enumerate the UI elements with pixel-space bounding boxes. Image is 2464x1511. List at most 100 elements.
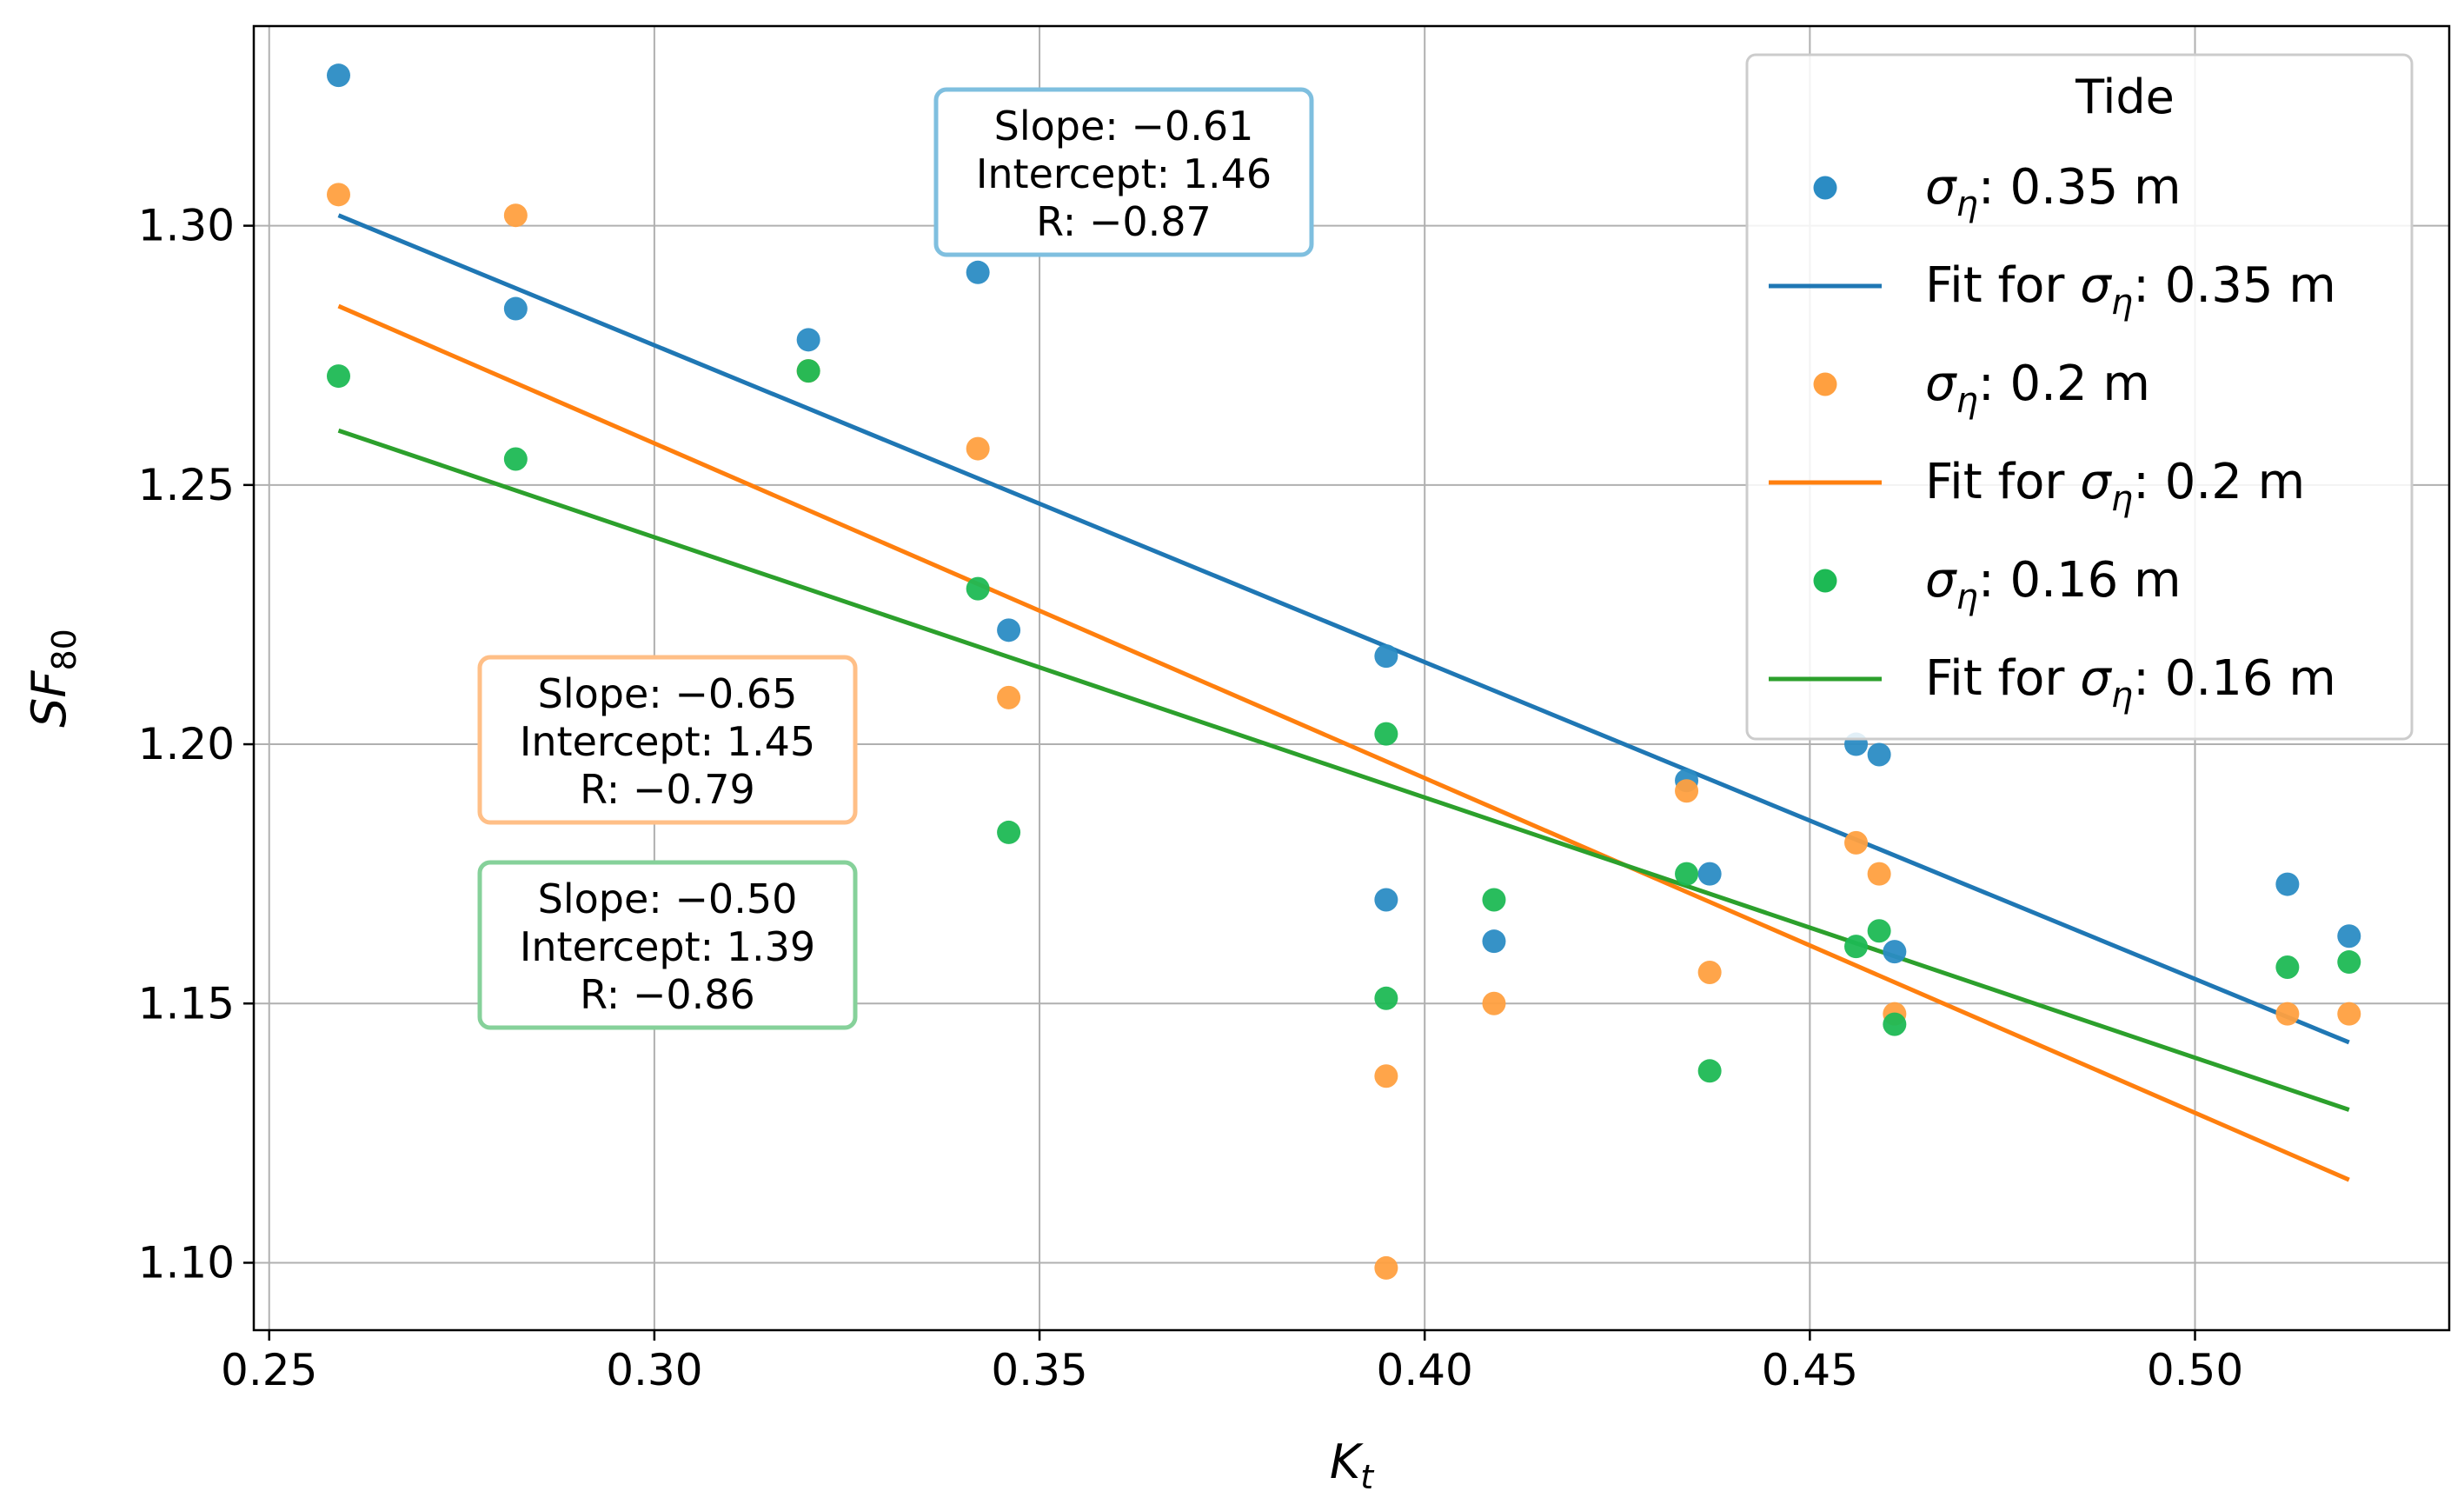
data-point-series-1-6 bbox=[1374, 1255, 1398, 1280]
axis-labels: Kt SF80 bbox=[22, 629, 1375, 1496]
data-point-series-2-13 bbox=[2275, 955, 2300, 980]
legend-label-suffix-1: : 0.35 m bbox=[2133, 257, 2336, 314]
data-point-series-2-7 bbox=[1482, 888, 1506, 912]
legend-label-sub-5: η bbox=[2111, 676, 2133, 716]
data-point-series-2-10 bbox=[1844, 935, 1869, 959]
data-point-series-1-1 bbox=[503, 203, 528, 228]
data-point-series-0-14 bbox=[2337, 924, 2361, 949]
data-point-series-0-13 bbox=[2275, 872, 2300, 896]
data-point-series-0-7 bbox=[1482, 929, 1506, 954]
data-point-series-2-5 bbox=[1374, 722, 1398, 746]
stats-line-1-2: R: −0.79 bbox=[580, 766, 755, 813]
y-tick-label-1: 1.15 bbox=[138, 978, 235, 1028]
x-tick-label-2: 0.35 bbox=[991, 1345, 1087, 1395]
x-tick-label-4: 0.45 bbox=[1762, 1345, 1858, 1395]
data-point-series-2-12 bbox=[1883, 1012, 1907, 1036]
x-axis-label: Kt bbox=[1330, 1434, 1375, 1496]
data-point-series-1-14 bbox=[2337, 1002, 2361, 1026]
stats-line-1-0: Slope: −0.65 bbox=[538, 670, 798, 717]
stats-line-2-0: Slope: −0.50 bbox=[538, 875, 798, 922]
legend-label-sub-4: η bbox=[1956, 577, 1978, 617]
legend-marker-4 bbox=[1813, 569, 1837, 593]
legend-label-0: ση: 0.35 m bbox=[1925, 159, 2182, 224]
y-tick-label-2: 1.20 bbox=[138, 719, 235, 769]
legend-label-sigma-1: σ bbox=[2080, 257, 2112, 314]
data-point-series-2-11 bbox=[1867, 919, 1891, 943]
data-point-series-2-8 bbox=[1675, 862, 1699, 886]
legend-label-5: Fit for ση: 0.16 m bbox=[1925, 650, 2336, 716]
legend-label-text-5: Fit for bbox=[1925, 650, 2080, 707]
stats-line-2-2: R: −0.86 bbox=[580, 971, 755, 1018]
legend-label-sub-2: η bbox=[1956, 381, 1978, 421]
x-axis-label-sub: t bbox=[1360, 1458, 1375, 1496]
data-point-series-1-4 bbox=[997, 685, 1021, 709]
stats-line-1-1: Intercept: 1.45 bbox=[520, 718, 815, 765]
data-point-series-1-7 bbox=[1482, 991, 1506, 1015]
y-axis-label-sub: 80 bbox=[45, 629, 83, 670]
data-points bbox=[326, 63, 2361, 1280]
fit-line-series-1 bbox=[337, 303, 2350, 1182]
legend-label-2: ση: 0.2 m bbox=[1925, 356, 2150, 421]
legend-label-4: ση: 0.16 m bbox=[1925, 552, 2182, 617]
legend-label-sigma-3: σ bbox=[2080, 454, 2112, 510]
legend-label-sigma-5: σ bbox=[2080, 650, 2112, 707]
plot-frame-rect bbox=[252, 24, 2451, 1332]
legend-label-suffix-3: : 0.2 m bbox=[2133, 454, 2305, 510]
data-point-series-0-3 bbox=[966, 260, 990, 284]
y-axis-label: SF80 bbox=[22, 629, 83, 728]
data-point-series-2-9 bbox=[1697, 1059, 1722, 1083]
data-point-series-1-3 bbox=[966, 436, 990, 461]
stats-box-frame-2 bbox=[477, 860, 858, 1030]
y-tick-label-4: 1.30 bbox=[138, 201, 235, 251]
legend-label-sigma-4: σ bbox=[1925, 552, 1957, 609]
legend-label-suffix-2: : 0.2 m bbox=[1978, 356, 2150, 412]
data-point-series-0-12 bbox=[1883, 940, 1907, 964]
y-axis-label-main: SF bbox=[22, 670, 76, 728]
data-point-series-0-2 bbox=[796, 328, 820, 352]
data-point-series-1-11 bbox=[1867, 862, 1891, 886]
data-point-series-2-3 bbox=[966, 576, 990, 601]
data-point-series-0-4 bbox=[997, 618, 1021, 642]
data-point-series-1-0 bbox=[326, 183, 350, 207]
legend-label-sub-0: η bbox=[1956, 184, 1978, 224]
data-point-series-0-11 bbox=[1867, 742, 1891, 767]
legend-frame bbox=[1745, 53, 2414, 741]
data-point-series-1-9 bbox=[1697, 960, 1722, 984]
data-point-series-1-10 bbox=[1844, 830, 1869, 855]
data-point-series-2-0 bbox=[326, 364, 350, 389]
legend-label-suffix-5: : 0.16 m bbox=[2133, 650, 2336, 707]
x-tick-label-5: 0.50 bbox=[2147, 1345, 2243, 1395]
data-point-series-0-5 bbox=[1374, 644, 1398, 669]
legend-title: Tide bbox=[2075, 70, 2175, 124]
legend-label-suffix-0: : 0.35 m bbox=[1978, 159, 2182, 216]
data-point-series-0-6 bbox=[1374, 888, 1398, 912]
data-point-series-1-5 bbox=[1374, 1064, 1398, 1088]
legend-label-3: Fit for ση: 0.2 m bbox=[1925, 454, 2305, 519]
axis-ticks: 0.25 0.30 0.35 0.40 0.45 0.50 1.10 1.15 1.20 1.25… bbox=[138, 201, 2244, 1395]
y-tick-label-3: 1.25 bbox=[138, 460, 235, 510]
data-point-series-2-6 bbox=[1374, 986, 1398, 1010]
fit-line-series-0 bbox=[337, 213, 2350, 1045]
y-tick-label-0: 1.10 bbox=[138, 1237, 235, 1288]
data-point-series-1-8 bbox=[1675, 779, 1699, 803]
data-point-series-2-2 bbox=[796, 359, 820, 383]
data-point-series-0-1 bbox=[503, 296, 528, 321]
legend-label-text-3: Fit for bbox=[1925, 454, 2080, 510]
x-tick-label-3: 0.40 bbox=[1377, 1345, 1473, 1395]
data-point-series-2-14 bbox=[2337, 950, 2361, 975]
data-point-series-0-9 bbox=[1697, 862, 1722, 886]
data-point-series-1-13 bbox=[2275, 1002, 2300, 1026]
fit-line-series-2 bbox=[337, 428, 2350, 1112]
data-point-series-0-0 bbox=[326, 63, 350, 88]
plot-frame bbox=[252, 24, 2451, 1332]
legend-label-sigma-2: σ bbox=[1925, 356, 1957, 412]
stats-line-0-0: Slope: −0.61 bbox=[994, 103, 1254, 150]
x-tick-label-0: 0.25 bbox=[221, 1345, 317, 1395]
x-axis-label-main: K bbox=[1330, 1434, 1364, 1489]
